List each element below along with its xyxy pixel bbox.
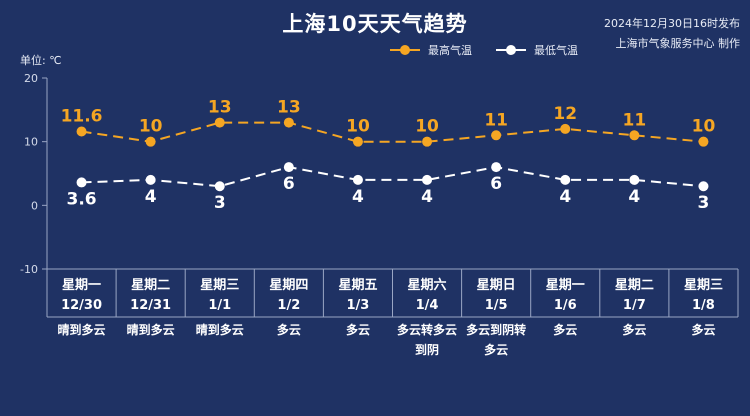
weekday-label: 星期一 (62, 278, 101, 293)
unit-label: 单位: ℃ (20, 54, 62, 67)
series-lines (81, 121, 704, 188)
date-label: 1/4 (416, 298, 439, 313)
date-label: 12/30 (61, 298, 102, 313)
data-point (560, 123, 571, 134)
data-point (283, 117, 294, 128)
data-point (145, 136, 156, 147)
weekday-label: 星期三 (200, 278, 239, 293)
data-label: 11.6 (61, 106, 103, 126)
data-label: 11 (623, 110, 647, 130)
date-label: 12/31 (130, 298, 171, 313)
data-point (629, 174, 640, 185)
data-point (352, 174, 363, 185)
weather-label: 晴到多云 (196, 322, 244, 337)
data-labels: 11.6 10 13 13 10 10 11 12 11 10 3.6 4 3 6 4 4 6 4 4 3 (61, 98, 716, 214)
series-line (81, 166, 704, 188)
publish-time: 2024年12月30日16时发布 (604, 17, 740, 30)
data-point (283, 162, 294, 173)
date-label: 1/2 (277, 298, 300, 313)
y-tick-label: -10 (20, 263, 38, 276)
data-label: 3.6 (66, 189, 96, 209)
weather-label: 多云到阴转 (466, 322, 526, 337)
y-tick-label: 0 (31, 199, 38, 212)
legend-marker (506, 45, 516, 55)
data-point (214, 181, 225, 192)
data-point (76, 177, 87, 188)
weekday-label: 星期二 (615, 278, 654, 293)
data-label: 3 (214, 193, 226, 213)
data-label: 10 (346, 117, 370, 137)
weather-label: 多云 (691, 322, 715, 337)
data-label: 4 (145, 187, 157, 207)
weather-label: 多云 (346, 322, 370, 337)
y-tick-label: 10 (24, 136, 38, 149)
date-label: 1/7 (623, 298, 646, 313)
data-point (698, 136, 709, 147)
data-label: 6 (490, 174, 502, 194)
page-title: 上海10天天气趋势 (282, 12, 468, 36)
weather-label: 多云 (622, 322, 646, 337)
weekday-label: 星期二 (131, 278, 170, 293)
publish-info: 2024年12月30日16时发布 上海市气象服务中心 制作 (604, 14, 740, 54)
data-point (491, 130, 502, 141)
data-label: 4 (421, 187, 433, 207)
data-point (422, 174, 433, 185)
data-label: 10 (692, 117, 716, 137)
legend-entry: 最高气温 (428, 43, 472, 57)
data-point (145, 174, 156, 185)
data-point (491, 162, 502, 173)
weather-label: 多云 (277, 322, 301, 337)
data-label: 10 (415, 117, 439, 137)
data-label: 13 (277, 98, 301, 118)
weekday-label: 星期五 (338, 278, 377, 293)
weather-label: 多云转多云 (397, 322, 457, 337)
weekday-label: 星期三 (684, 278, 723, 293)
weather-label: 晴到多云 (58, 322, 106, 337)
legend: 最高气温 最低气温 (390, 43, 578, 57)
legend-marker (400, 45, 410, 55)
data-label: 4 (559, 187, 571, 207)
data-label: 3 (698, 193, 710, 213)
date-label: 1/1 (208, 298, 231, 313)
weekday-label: 星期六 (408, 277, 447, 293)
weekday-label: 星期四 (269, 278, 308, 293)
data-label: 4 (628, 187, 640, 207)
data-point (698, 181, 709, 192)
data-point (629, 130, 640, 141)
date-label: 1/5 (485, 298, 508, 313)
weather-label: 到阴 (415, 342, 439, 357)
data-point (422, 136, 433, 147)
publisher: 上海市气象服务中心 制作 (615, 37, 741, 50)
data-label: 13 (208, 98, 232, 118)
weather-label: 多云 (553, 322, 577, 337)
date-label: 1/8 (692, 298, 715, 313)
forecast-table: 星期一 12/30 晴到多云 星期二 12/31 晴到多云 星期三 1/1 晴到多云 星期四 1/2… (46, 268, 739, 357)
data-label: 11 (484, 110, 508, 130)
data-label: 6 (283, 174, 295, 194)
legend-entry: 最低气温 (534, 43, 578, 57)
data-label: 4 (352, 187, 364, 207)
weekday-label: 星期一 (546, 278, 585, 293)
data-point (560, 174, 571, 185)
weather-label: 晴到多云 (127, 322, 175, 337)
series-line (81, 121, 704, 143)
data-label: 10 (139, 117, 163, 137)
date-label: 1/6 (554, 298, 577, 313)
y-tick-label: 20 (24, 72, 38, 85)
data-label: 12 (553, 104, 577, 124)
data-point (214, 117, 225, 128)
series-points (76, 117, 709, 192)
date-label: 1/3 (347, 298, 370, 313)
axes: 20 10 0 -10 (20, 72, 48, 276)
data-point (352, 136, 363, 147)
data-point (76, 126, 87, 137)
weekday-label: 星期日 (477, 278, 516, 293)
weather-label: 多云 (484, 342, 508, 357)
